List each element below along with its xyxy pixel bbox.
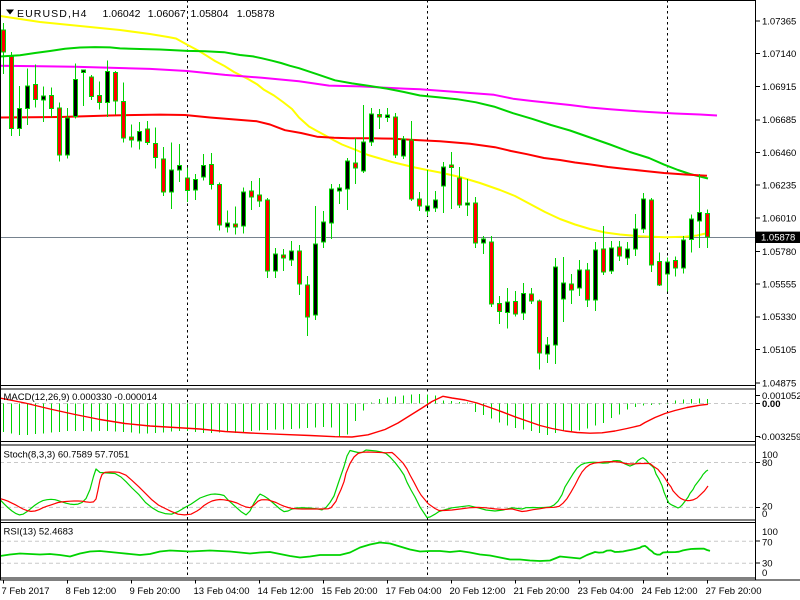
svg-text:1.07365: 1.07365	[762, 16, 796, 27]
svg-text:14 Feb 12:00: 14 Feb 12:00	[258, 586, 314, 597]
svg-text:21 Feb 20:00: 21 Feb 20:00	[514, 586, 570, 597]
svg-text:80: 80	[762, 458, 773, 469]
svg-text:15 Feb 20:00: 15 Feb 20:00	[322, 586, 378, 597]
svg-text:MACD(12,26,9) 0.000330 -0.0000: MACD(12,26,9) 0.000330 -0.000014	[4, 392, 158, 403]
svg-text:20: 20	[762, 502, 773, 513]
svg-text:1.05804: 1.05804	[191, 8, 229, 20]
svg-text:100: 100	[762, 527, 778, 538]
svg-text:-0.003259: -0.003259	[759, 432, 800, 443]
svg-text:0: 0	[762, 568, 767, 579]
svg-text:13 Feb 04:00: 13 Feb 04:00	[194, 586, 250, 597]
svg-text:70: 70	[762, 538, 773, 549]
svg-text:EURUSD,H4: EURUSD,H4	[17, 8, 88, 20]
svg-text:1.05780: 1.05780	[762, 247, 796, 258]
svg-text:8 Feb 12:00: 8 Feb 12:00	[66, 586, 117, 597]
svg-text:7 Feb 2017: 7 Feb 2017	[2, 586, 50, 597]
svg-text:100: 100	[762, 450, 778, 461]
svg-text:1.06915: 1.06915	[762, 82, 796, 93]
svg-text:1.05878: 1.05878	[761, 233, 795, 244]
svg-text:23 Feb 04:00: 23 Feb 04:00	[578, 586, 634, 597]
svg-text:0: 0	[762, 509, 767, 520]
svg-text:Stoch(8,3,3) 60.7589 57.7051: Stoch(8,3,3) 60.7589 57.7051	[4, 450, 130, 461]
svg-text:9 Feb 20:00: 9 Feb 20:00	[130, 586, 181, 597]
svg-text:1.04875: 1.04875	[762, 378, 796, 389]
svg-text:1.06235: 1.06235	[762, 181, 796, 192]
svg-text:30: 30	[762, 559, 773, 570]
svg-text:1.05555: 1.05555	[762, 280, 796, 291]
svg-text:1.06010: 1.06010	[762, 213, 796, 224]
svg-text:20 Feb 12:00: 20 Feb 12:00	[450, 586, 506, 597]
svg-text:17 Feb 04:00: 17 Feb 04:00	[386, 586, 442, 597]
svg-text:24 Feb 12:00: 24 Feb 12:00	[642, 586, 698, 597]
svg-text:1.07140: 1.07140	[762, 49, 796, 60]
svg-text:1.06460: 1.06460	[762, 148, 796, 159]
svg-text:1.06067: 1.06067	[148, 8, 186, 20]
svg-text:1.06685: 1.06685	[762, 115, 796, 126]
svg-text:0.001052: 0.001052	[762, 391, 800, 402]
svg-text:1.05105: 1.05105	[762, 345, 796, 356]
svg-text:1.05878: 1.05878	[237, 8, 275, 20]
svg-text:0.00: 0.00	[762, 399, 781, 410]
svg-text:1.05330: 1.05330	[762, 312, 796, 323]
svg-text:RSI(13) 52.4683: RSI(13) 52.4683	[4, 527, 74, 538]
svg-text:1.06042: 1.06042	[103, 8, 141, 20]
svg-text:27 Feb 20:00: 27 Feb 20:00	[706, 586, 762, 597]
